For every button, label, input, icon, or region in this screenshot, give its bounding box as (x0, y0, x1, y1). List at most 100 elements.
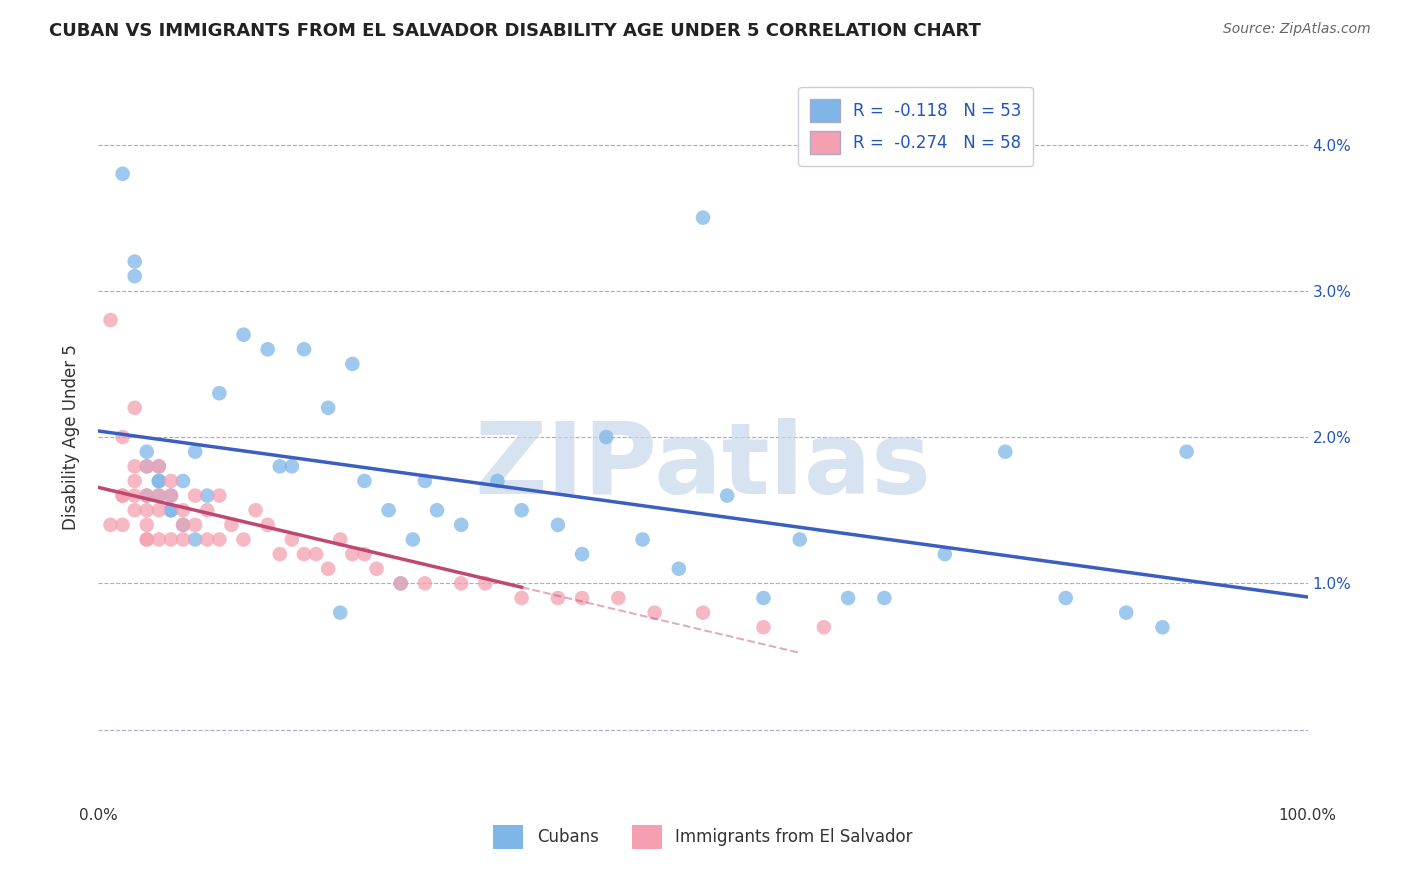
Point (644, 606, 666, 620)
Point (377, 503, 399, 517)
Point (342, 357, 364, 371)
Point (100, 313, 122, 327)
Point (111, 430, 134, 444)
Point (148, 459, 170, 474)
Point (342, 547, 364, 561)
Point (148, 474, 170, 488)
Point (607, 591, 630, 605)
Point (195, 533, 218, 547)
Point (474, 576, 496, 591)
Legend: Cubans, Immigrants from El Salvador: Cubans, Immigrants from El Salvador (482, 814, 924, 860)
Point (111, 517, 134, 532)
Point (292, 547, 315, 561)
Point (292, 343, 315, 357)
Point (426, 503, 449, 517)
Point (752, 591, 775, 605)
Point (281, 459, 304, 474)
Point (934, 547, 956, 561)
Text: CUBAN VS IMMIGRANTS FROM EL SALVADOR DISABILITY AGE UNDER 5 CORRELATION CHART: CUBAN VS IMMIGRANTS FROM EL SALVADOR DIS… (49, 22, 981, 40)
Point (124, 474, 146, 488)
Point (571, 591, 593, 605)
Point (329, 606, 352, 620)
Point (571, 547, 593, 561)
Point (510, 503, 533, 517)
Point (813, 620, 835, 634)
Point (148, 503, 170, 517)
Point (450, 517, 472, 532)
Point (160, 489, 183, 503)
Point (135, 489, 157, 503)
Point (316, 401, 339, 415)
Point (124, 254, 146, 268)
Point (124, 489, 146, 503)
Point (402, 533, 425, 547)
Point (160, 533, 183, 547)
Point (135, 459, 157, 474)
Point (269, 547, 291, 561)
Point (135, 489, 157, 503)
Point (752, 620, 775, 634)
Point (135, 517, 157, 532)
Point (413, 576, 436, 591)
Point (124, 459, 146, 474)
Point (160, 489, 183, 503)
Point (329, 533, 352, 547)
Point (135, 444, 157, 458)
Point (172, 533, 194, 547)
Point (184, 489, 207, 503)
Point (692, 606, 714, 620)
Point (184, 517, 207, 532)
Point (172, 517, 194, 532)
Point (1054, 591, 1077, 605)
Point (1175, 444, 1198, 458)
Point (281, 533, 304, 547)
Point (547, 591, 569, 605)
Point (124, 401, 146, 415)
Point (135, 533, 157, 547)
Point (1152, 620, 1174, 634)
Point (208, 489, 231, 503)
Point (195, 489, 218, 503)
Point (547, 517, 569, 532)
Point (172, 503, 194, 517)
Point (124, 503, 146, 517)
Point (595, 430, 617, 444)
Point (873, 591, 896, 605)
Point (100, 517, 122, 532)
Point (837, 591, 859, 605)
Point (160, 503, 183, 517)
Text: Source: ZipAtlas.com: Source: ZipAtlas.com (1223, 22, 1371, 37)
Text: ZIPatlas: ZIPatlas (475, 417, 931, 515)
Point (413, 474, 436, 488)
Point (232, 327, 254, 342)
Point (486, 474, 509, 488)
Point (160, 474, 183, 488)
Point (510, 591, 533, 605)
Point (353, 474, 375, 488)
Point (184, 444, 207, 458)
Point (111, 167, 134, 181)
Point (221, 517, 243, 532)
Point (1115, 606, 1137, 620)
Point (195, 503, 218, 517)
Point (389, 576, 412, 591)
Point (135, 459, 157, 474)
Point (172, 474, 194, 488)
Point (160, 503, 183, 517)
Point (353, 547, 375, 561)
Point (994, 444, 1017, 458)
Point (148, 489, 170, 503)
Point (232, 533, 254, 547)
Point (172, 517, 194, 532)
Point (316, 562, 339, 576)
Point (208, 533, 231, 547)
Point (692, 211, 714, 225)
Point (389, 576, 412, 591)
Point (789, 533, 811, 547)
Point (208, 386, 231, 401)
Point (111, 489, 134, 503)
Point (111, 489, 134, 503)
Point (366, 562, 388, 576)
Point (256, 343, 278, 357)
Point (135, 503, 157, 517)
